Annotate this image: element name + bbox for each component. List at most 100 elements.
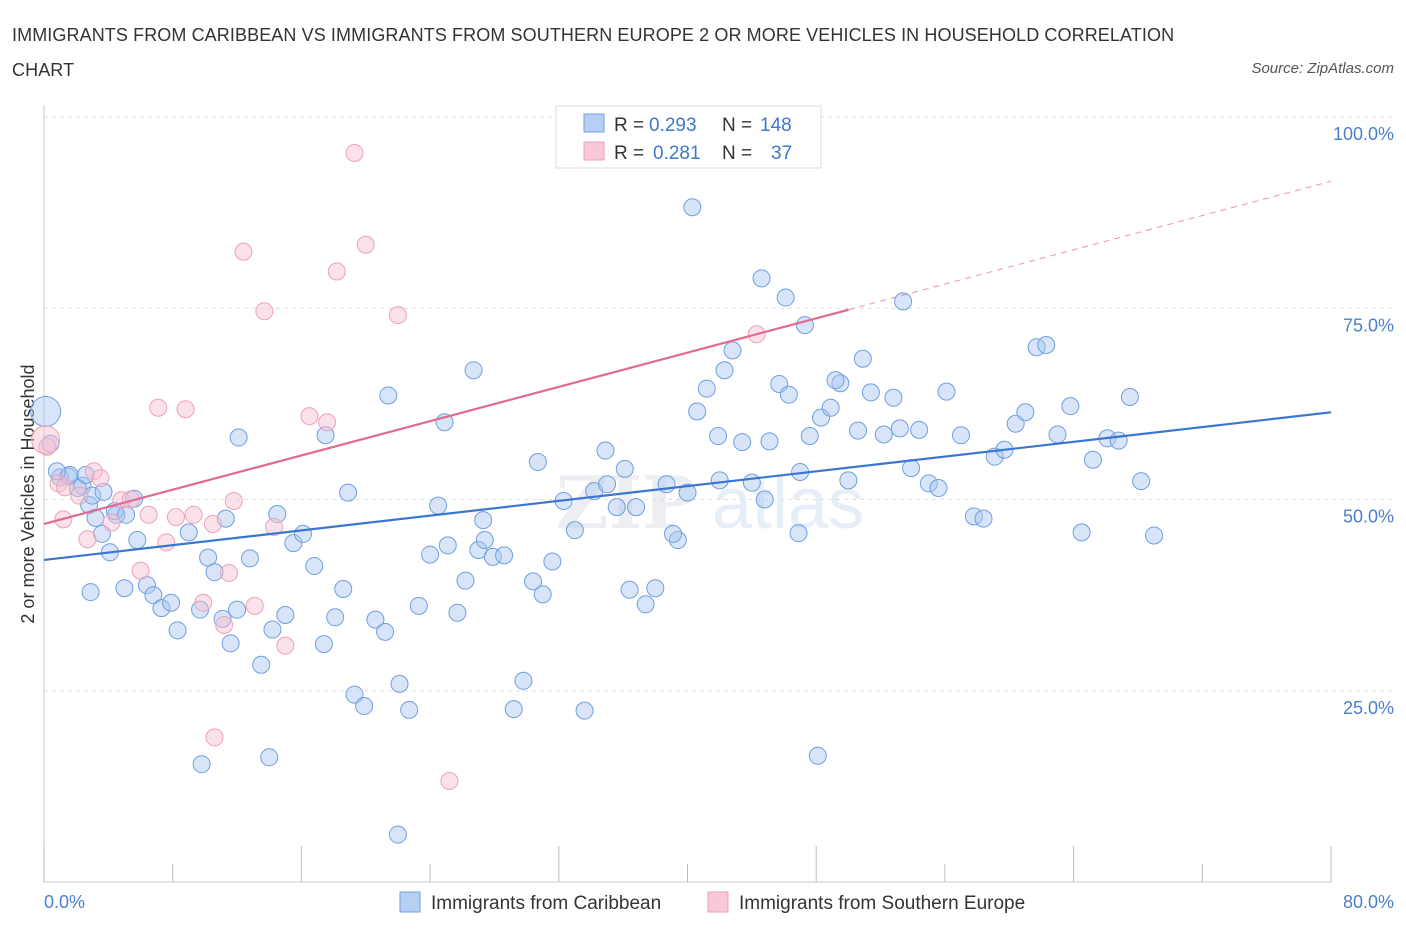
data-point: [221, 634, 240, 653]
data-point: [776, 288, 795, 307]
watermark: ZIP atlas: [556, 460, 864, 545]
data-point: [334, 580, 353, 599]
data-point: [755, 490, 774, 509]
data-point: [596, 441, 615, 460]
data-point: [528, 453, 547, 472]
data-point: [240, 549, 259, 568]
data-point: [255, 302, 274, 321]
data-point: [688, 402, 707, 421]
data-point: [83, 486, 102, 505]
data-point: [474, 511, 493, 530]
data-point: [831, 374, 850, 393]
series-caribbean-points: [30, 198, 1164, 844]
bottom-legend-label-caribbean: Immigrants from Caribbean: [431, 893, 661, 914]
data-point: [224, 492, 243, 511]
data-point: [1016, 403, 1035, 422]
data-point: [469, 540, 488, 559]
data-point: [438, 536, 457, 555]
data-point: [733, 433, 752, 452]
legend-r-label-2: R =: [614, 143, 644, 164]
data-point: [55, 478, 74, 497]
data-point: [139, 505, 158, 524]
data-point: [376, 622, 395, 641]
data-point: [826, 371, 845, 390]
data-point: [697, 379, 716, 398]
data-point: [356, 235, 375, 254]
data-point: [715, 361, 734, 380]
x-axis-ticks: [43, 846, 1332, 882]
data-point: [894, 292, 913, 311]
data-point: [203, 514, 222, 533]
trend-line-southern-europe: [43, 308, 849, 526]
y-tick-label: 25.0%: [1343, 698, 1394, 718]
data-point: [752, 269, 771, 288]
data-point: [636, 595, 655, 614]
data-point: [910, 420, 929, 439]
data-point: [84, 462, 103, 481]
data-point: [68, 479, 87, 498]
data-point: [779, 385, 798, 404]
x-tick-label-max: 80.0%: [1343, 892, 1394, 912]
data-point: [849, 421, 868, 440]
data-point: [421, 545, 440, 564]
data-point: [276, 606, 295, 625]
watermark-atlas: atlas: [712, 464, 864, 544]
data-point: [70, 486, 89, 505]
trend-line-caribbean: [43, 411, 1332, 562]
data-point: [81, 583, 100, 602]
legend-r-value-2: 0.281: [653, 143, 701, 164]
data-point: [228, 600, 247, 619]
data-point: [388, 825, 407, 844]
data-point: [861, 383, 880, 402]
data-point-large: [30, 396, 62, 428]
data-point: [263, 620, 282, 639]
data-point: [162, 593, 181, 612]
data-point: [149, 398, 168, 417]
data-point: [205, 563, 224, 582]
data-point: [884, 388, 903, 407]
data-point: [504, 700, 523, 719]
data-point: [723, 341, 742, 360]
data-point: [709, 427, 728, 446]
data-point: [229, 428, 248, 447]
data-point: [464, 361, 483, 380]
legend-n-value-2: 37: [771, 143, 792, 164]
data-point: [533, 585, 552, 604]
trend-lines: [43, 180, 1332, 562]
data-point: [205, 728, 224, 747]
data-point: [388, 306, 407, 325]
data-point: [91, 469, 110, 488]
y-axis-label: 2 or more Vehicles in Household: [18, 364, 38, 623]
data-point: [409, 596, 428, 615]
data-point: [495, 546, 514, 565]
data-point: [1132, 472, 1151, 491]
data-point: [345, 143, 364, 162]
bottom-legend-swatch-caribbean: [399, 891, 421, 913]
y-tick-label: 75.0%: [1343, 315, 1394, 335]
data-point: [316, 426, 335, 445]
data-point: [294, 524, 313, 543]
data-point: [179, 523, 198, 542]
data-point: [760, 432, 779, 451]
data-point: [710, 471, 729, 490]
data-point: [78, 530, 97, 549]
x-tick-label-min: 0.0%: [44, 892, 85, 912]
data-point: [245, 596, 264, 615]
data-point: [440, 772, 459, 791]
data-point: [220, 563, 239, 582]
data-point: [1109, 431, 1128, 450]
data-point: [152, 599, 171, 618]
legend-n-label-1: N =: [722, 115, 752, 136]
data-point: [1006, 414, 1025, 433]
data-point: [565, 521, 584, 540]
data-point: [339, 483, 358, 502]
data-point: [131, 561, 150, 580]
data-point: [355, 697, 374, 716]
bottom-legend: Immigrants from Caribbean Immigrants fro…: [399, 891, 1025, 914]
data-point: [483, 547, 502, 566]
legend-swatch-caribbean: [583, 113, 605, 133]
data-point: [937, 382, 956, 401]
data-point: [789, 524, 808, 543]
legend-swatch-southern-europe: [583, 141, 605, 161]
